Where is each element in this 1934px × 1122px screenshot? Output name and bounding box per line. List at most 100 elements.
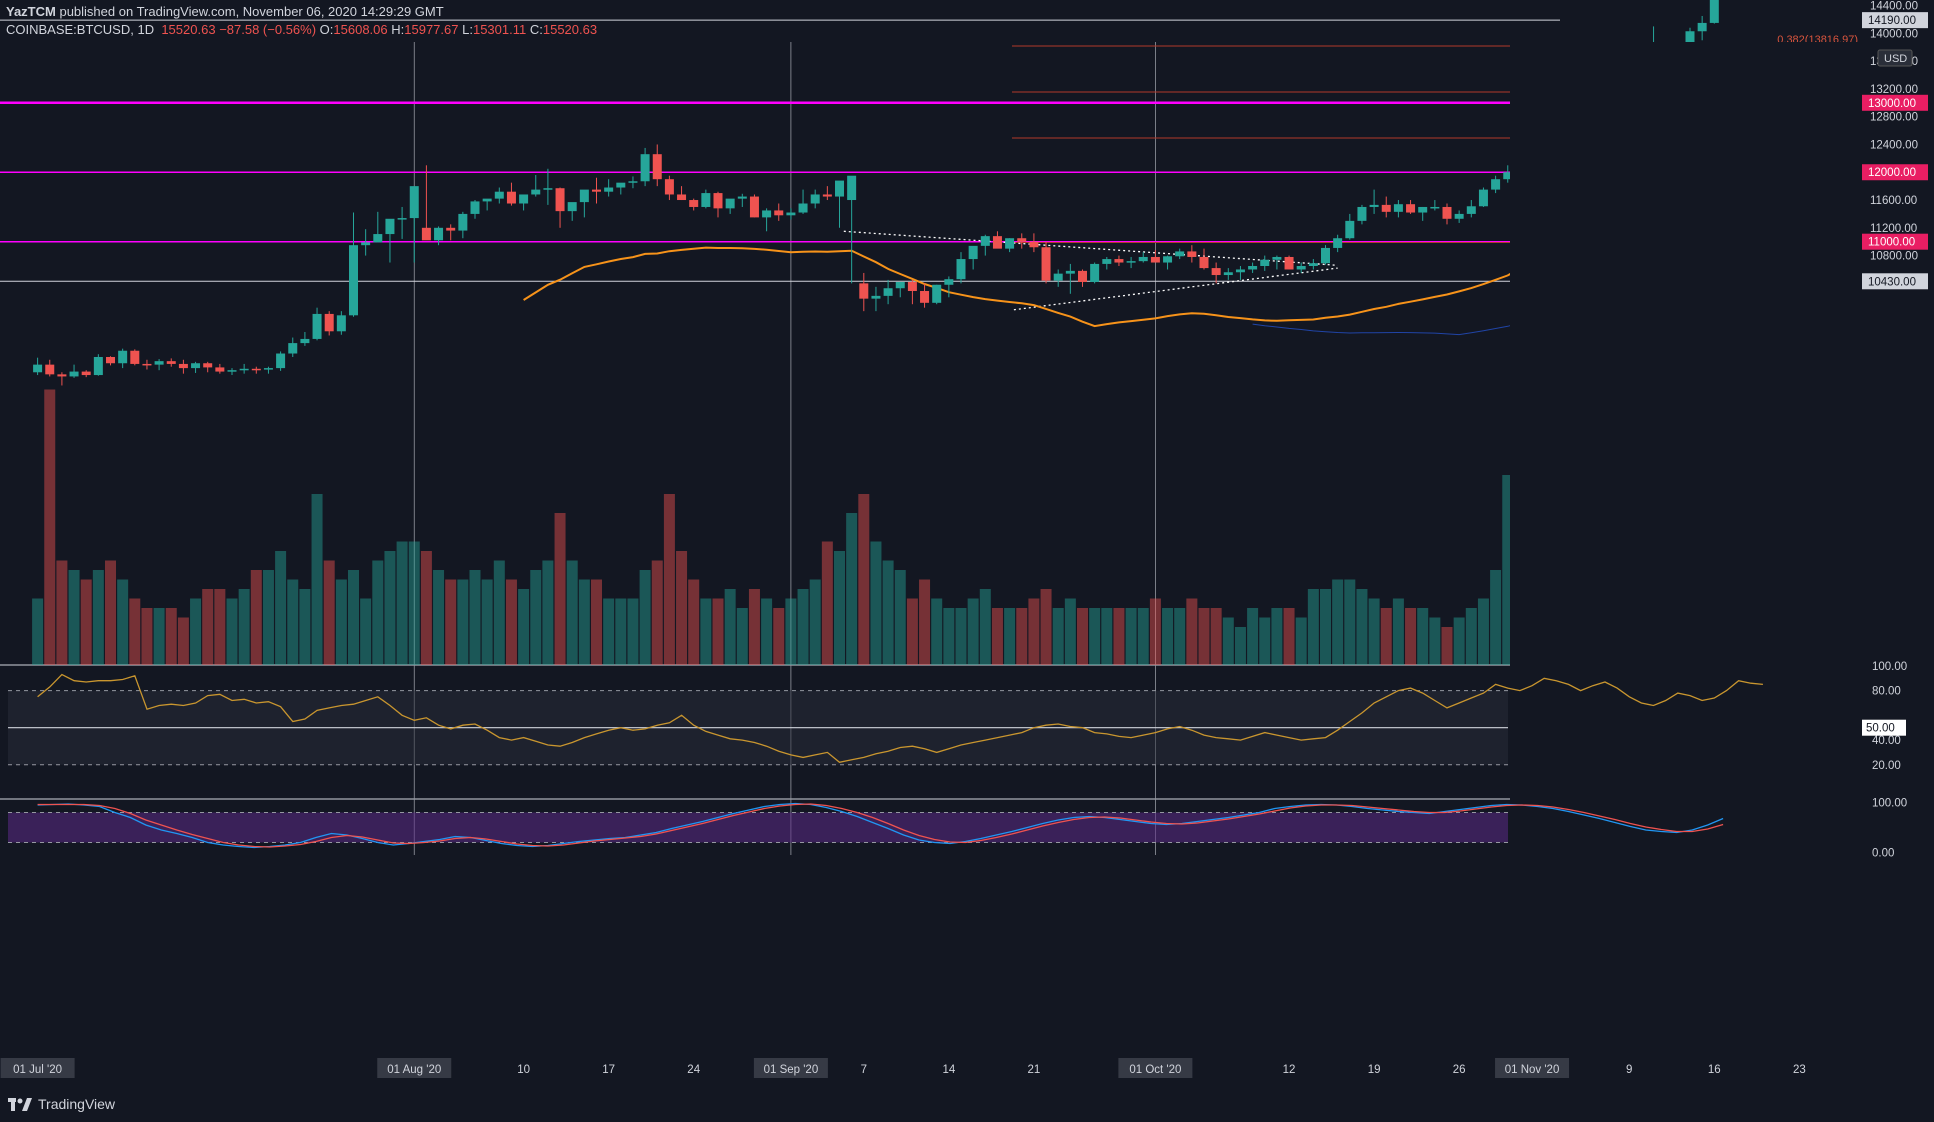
candle-body [494,191,504,199]
volume-bar [931,598,943,665]
time-tick-label: 9 [1626,1064,1632,1076]
volume-bar [505,579,517,665]
publish-line: YazTCM published on TradingView.com, Nov… [6,4,444,19]
brand-label: TradingView [38,1096,116,1112]
rsi-tick-label: 40.00 [1872,735,1901,747]
candle-body [239,368,249,371]
rsi-tick-label: 80.00 [1872,686,1901,698]
time-tick-label: 01 Aug '20 [387,1064,441,1076]
volume-bar [834,551,845,665]
volume-bar [1016,608,1028,665]
candle-body [944,279,954,285]
level-lines [0,19,1560,282]
volume-bar [92,570,104,665]
candle-body [1090,263,1100,282]
volume-bar [299,589,311,665]
candle-body [1102,259,1112,264]
time-tick-label: 01 Sep '20 [764,1064,819,1076]
candle-body [1248,266,1258,270]
candle-body [470,201,480,214]
time-tick-label: 26 [1453,1064,1466,1076]
rsi-pane: 100.00 80.00 40.00 20.00 50.00 [8,661,1907,772]
symbol-label[interactable]: COINBASE:BTCUSD, 1D [6,22,155,37]
price-axis: 18400.0018000.0017600.0016800.0015200.00… [1510,1,1934,855]
footer: TradingView [0,1090,1934,1122]
candle-body [980,236,990,246]
volume-bar [979,589,991,665]
volume-bar [1149,598,1161,665]
time-tag-bg [753,1058,828,1078]
volume-bar [287,579,299,665]
candle-body [106,356,115,364]
candle-body [263,368,273,370]
volume-bar [1162,608,1174,665]
candle-body [1017,238,1027,242]
candle-body [519,194,529,204]
volume-bar [858,494,870,665]
candle-body [1187,251,1197,257]
candle-body [1065,270,1075,274]
price-tick-label: 10800.00 [1870,251,1918,263]
volume-bar [1222,617,1234,665]
candle-body [1260,259,1270,267]
volume-bar [1392,598,1404,665]
volume-bar [991,608,1003,665]
candle-body [555,188,565,212]
candle-body [616,182,626,188]
time-tick-label: 19 [1368,1064,1381,1076]
main-pane [8,42,1508,665]
volume-bar [202,589,214,665]
volume-bar [238,589,250,665]
candle-body [203,363,213,368]
volume-bar [323,560,335,665]
candle-body [956,259,966,280]
volume-bar [1283,608,1295,665]
candle-body [1138,256,1148,262]
candle-body [312,313,322,339]
volume-bar [1113,608,1125,665]
candle-body [1029,241,1039,248]
volume-bar [68,570,80,665]
candle-body [822,194,832,197]
low-value: 15301.11 [472,22,527,37]
volume-bar [32,598,44,665]
candle-body [786,212,796,216]
candle-body [288,343,298,354]
time-tag-bg [0,1058,75,1078]
candle-body [1357,206,1367,221]
candle-body [69,371,79,377]
candle-body [1223,272,1233,276]
candle-body [446,227,456,231]
volume-bar [603,598,615,665]
volume-bar [894,570,906,665]
stoch-pane: 100.00 0.00 [8,798,1907,860]
candle-body [1478,189,1488,207]
tradingview-brand[interactable]: TradingView [8,1096,115,1112]
time-tag-bg [377,1058,452,1078]
volume-bar [663,494,675,665]
candle-body [640,154,650,182]
volume-bar [530,570,542,665]
volume-bar [578,579,590,665]
volume-bar [700,598,712,665]
volume-bar [141,608,153,665]
candle-body [1199,256,1209,269]
close-value: 15520.63 [542,22,598,37]
candle-body [835,180,844,197]
volume-bar [712,598,724,665]
price-level-tag-label: 11000.00 [1868,237,1915,249]
candle-body [227,370,237,372]
volume-bar [420,551,432,665]
candle-body [81,371,91,376]
author-name[interactable]: YazTCM [6,4,56,19]
volume-bar [846,513,858,665]
volume-bar [80,579,92,665]
price-level-tag [1862,233,1928,250]
volume-bar [1077,608,1088,665]
volume-bar [651,560,663,665]
candle-body [604,187,614,192]
price-level-tag-label: 12000.00 [1868,167,1916,179]
volume-bar [748,589,760,665]
volume-bar [433,570,445,665]
